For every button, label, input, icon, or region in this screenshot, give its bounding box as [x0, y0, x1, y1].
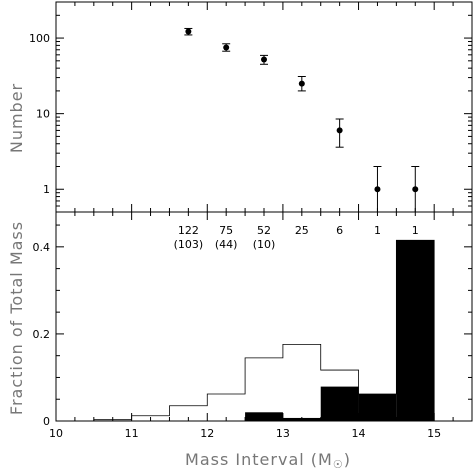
- filled-bar: [320, 386, 359, 421]
- fraction-y-tick-label: 0.2: [33, 328, 51, 341]
- data-point: [298, 80, 305, 87]
- number-panel-frame: [55, 1, 473, 213]
- number-y-tick-label: 10: [36, 108, 50, 121]
- data-point: [261, 56, 267, 63]
- fraction-axis-title: Fraction of Total Mass: [7, 221, 26, 415]
- data-point: [185, 28, 192, 35]
- mass-x-tick-label: 12: [200, 427, 214, 440]
- data-point: [223, 44, 230, 51]
- mass-x-tick-label: 14: [352, 427, 366, 440]
- mass-x-tick-label: 13: [276, 427, 290, 440]
- fraction-y-tick-label: 0: [43, 415, 50, 428]
- halo-count-label: 52: [257, 224, 271, 237]
- mass-fraction-panel: 00.20.410 11 12 13 14 15122(103)75(44)52(10)2…: [33, 211, 473, 440]
- filled-bar: [358, 394, 397, 421]
- fraction-y-tick-label: 0.4: [33, 241, 51, 254]
- subset-count-label: (44): [215, 238, 238, 251]
- halo-count-label: 1: [374, 224, 381, 237]
- data-point: [412, 186, 419, 193]
- halo-count-label: 1: [412, 224, 419, 237]
- number-y-tick-label: 1: [43, 183, 50, 196]
- filled-bar: [245, 412, 283, 421]
- mass-interval-axis-title-close: ): [344, 450, 351, 469]
- halo-count-label: 75: [219, 224, 233, 237]
- outline-histogram: [56, 239, 435, 422]
- data-point: [374, 186, 381, 193]
- halo-count-label: 25: [295, 224, 309, 237]
- number-axis-title: Number: [7, 83, 26, 153]
- data-point: [336, 127, 343, 134]
- halo-count-label: 6: [336, 224, 343, 237]
- mass-x-tick-label: 11: [125, 427, 139, 440]
- subset-count-label: (10): [253, 238, 276, 251]
- filled-bar: [396, 240, 435, 421]
- solar-mass-symbol: ☉: [333, 458, 344, 471]
- number-y-tick-label: 100: [29, 32, 50, 45]
- mass-interval-axis-title-text: Mass Interval (M: [185, 450, 333, 469]
- subset-count-label: (103): [174, 238, 204, 251]
- number-panel: 1 10 100: [29, 1, 473, 213]
- mass-x-tick-label: 10: [49, 427, 63, 440]
- halo-count-label: 122: [178, 224, 199, 237]
- mass-x-tick-label: 15: [427, 427, 441, 440]
- mass-interval-axis-title: Mass Interval (M☉): [185, 450, 351, 471]
